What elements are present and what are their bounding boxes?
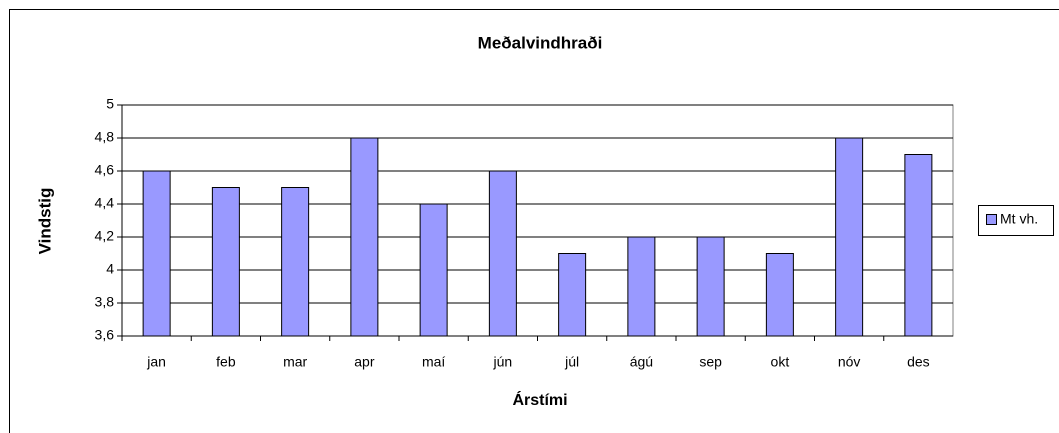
bar — [281, 187, 310, 337]
legend-swatch — [986, 214, 997, 225]
bar — [835, 137, 864, 337]
legend-box — [978, 205, 1054, 236]
bar — [142, 170, 171, 337]
x-tick-label: jún — [493, 354, 513, 370]
y-tick-label: 4,2 — [95, 228, 115, 244]
x-tick-label: jan — [146, 354, 166, 370]
bar — [904, 154, 933, 337]
bar — [765, 253, 794, 337]
y-axis-title: Vindstig — [35, 188, 54, 255]
x-tick-label: okt — [771, 354, 790, 370]
x-tick-label: júl — [564, 354, 579, 370]
y-tick-label: 4,8 — [95, 129, 115, 145]
x-tick-label: maí — [422, 354, 445, 370]
x-axis-title: Árstími — [512, 390, 567, 409]
x-tick-label: nóv — [838, 354, 861, 370]
y-tick-label: 4,6 — [95, 162, 115, 178]
x-tick-label: apr — [354, 354, 375, 370]
chart-title: Meðalvindhraði — [478, 33, 603, 52]
plot-area — [121, 104, 954, 337]
x-tick-label: feb — [216, 354, 236, 370]
bar — [419, 203, 448, 337]
x-tick-label: ágú — [630, 354, 653, 370]
y-tick-label: 3,6 — [95, 327, 115, 343]
bar — [558, 253, 587, 337]
bar — [627, 236, 656, 337]
bar — [488, 170, 517, 337]
y-tick-label: 3,8 — [95, 294, 115, 310]
x-tick-label: mar — [283, 354, 307, 370]
bar — [350, 137, 379, 337]
bar — [696, 236, 725, 337]
y-tick-label: 5 — [106, 96, 114, 112]
bar — [211, 187, 240, 337]
x-tick-label: sep — [699, 354, 722, 370]
y-tick-label: 4 — [106, 261, 114, 277]
y-tick-label: 4,4 — [95, 195, 115, 211]
x-tick-label: des — [907, 354, 930, 370]
legend-label: Mt vh. — [1000, 211, 1038, 227]
